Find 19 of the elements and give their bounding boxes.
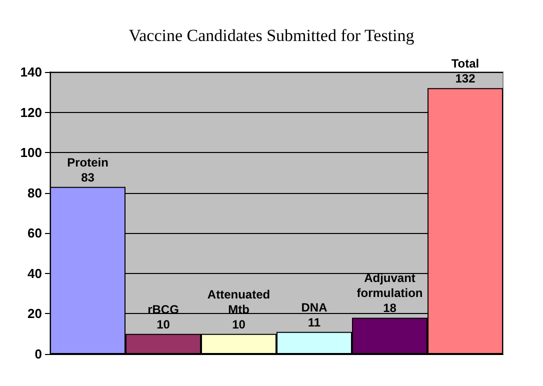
data-label: 10 bbox=[156, 317, 170, 332]
data-label: 11 bbox=[308, 315, 321, 330]
y-tick-label: 20 bbox=[28, 306, 42, 322]
chart-title: Vaccine Candidates Submitted for Testing bbox=[128, 26, 415, 45]
y-tick-label: 120 bbox=[20, 104, 42, 120]
y-tick-label: 40 bbox=[28, 266, 42, 281]
data-label: 10 bbox=[232, 317, 246, 332]
data-label: 18 bbox=[383, 301, 397, 316]
x-tick-label: Protein bbox=[67, 155, 108, 170]
data-label: 132 bbox=[455, 72, 476, 86]
x-tick-label: Total bbox=[451, 56, 480, 71]
x-tick-label: Adjuvant formulation bbox=[356, 271, 423, 300]
x-tick-label: DNA bbox=[301, 300, 328, 314]
data-label: 83 bbox=[81, 170, 95, 184]
y-tick-label: 100 bbox=[20, 145, 42, 160]
y-tick-label: 80 bbox=[28, 185, 42, 200]
y-tick-label: 60 bbox=[28, 226, 42, 241]
y-tick-label: 0 bbox=[34, 346, 42, 362]
y-tick-label: 140 bbox=[20, 64, 42, 80]
